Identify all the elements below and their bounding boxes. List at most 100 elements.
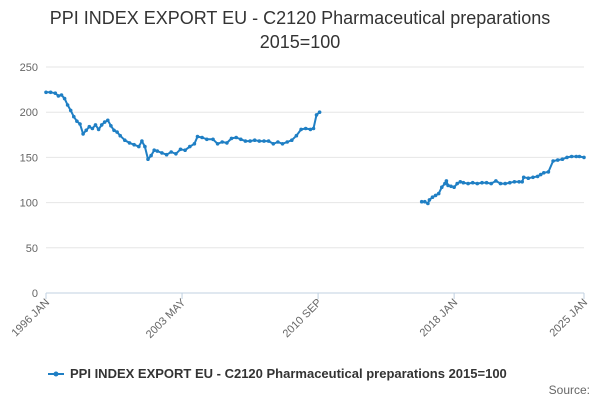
data-point[interactable]: [461, 180, 466, 185]
data-point[interactable]: [574, 154, 579, 159]
data-point[interactable]: [449, 184, 453, 189]
data-point[interactable]: [314, 113, 319, 117]
data-point[interactable]: [183, 148, 187, 152]
data-point[interactable]: [152, 148, 156, 152]
data-point[interactable]: [146, 157, 150, 161]
data-point[interactable]: [252, 138, 257, 142]
data-point[interactable]: [106, 118, 110, 123]
data-point[interactable]: [444, 179, 449, 183]
data-point[interactable]: [285, 140, 290, 144]
data-point[interactable]: [160, 151, 164, 155]
data-point[interactable]: [303, 126, 308, 131]
data-point[interactable]: [109, 124, 113, 128]
data-point[interactable]: [498, 181, 503, 186]
data-point[interactable]: [475, 181, 480, 186]
data-point[interactable]: [87, 124, 92, 129]
data-point[interactable]: [188, 144, 192, 149]
data-point[interactable]: [577, 154, 582, 159]
data-point[interactable]: [78, 122, 82, 126]
data-point[interactable]: [582, 155, 586, 160]
data-point[interactable]: [419, 199, 424, 204]
data-point[interactable]: [205, 137, 209, 142]
data-point[interactable]: [542, 171, 546, 175]
data-point[interactable]: [164, 152, 169, 157]
data-point[interactable]: [470, 180, 475, 185]
data-point[interactable]: [317, 110, 322, 114]
data-point[interactable]: [99, 123, 104, 127]
data-point[interactable]: [446, 183, 450, 188]
data-point[interactable]: [512, 180, 517, 184]
data-point[interactable]: [271, 142, 276, 146]
data-point[interactable]: [115, 130, 119, 134]
data-point[interactable]: [220, 140, 224, 144]
data-point[interactable]: [569, 154, 574, 159]
data-point[interactable]: [81, 132, 85, 136]
data-point[interactable]: [538, 172, 543, 177]
data-point[interactable]: [72, 114, 76, 119]
data-point[interactable]: [427, 198, 432, 202]
data-point[interactable]: [280, 142, 285, 146]
data-point[interactable]: [225, 141, 229, 145]
data-point[interactable]: [480, 180, 484, 185]
data-point[interactable]: [494, 179, 498, 183]
data-point[interactable]: [178, 147, 183, 152]
data-point[interactable]: [44, 90, 48, 95]
data-point[interactable]: [234, 135, 238, 140]
data-point[interactable]: [484, 180, 489, 185]
data-point[interactable]: [565, 155, 569, 160]
data-point[interactable]: [276, 140, 280, 144]
data-point[interactable]: [123, 138, 127, 142]
data-point[interactable]: [53, 91, 58, 95]
data-point[interactable]: [200, 135, 204, 140]
data-point[interactable]: [436, 191, 441, 196]
data-point[interactable]: [62, 96, 67, 101]
data-point[interactable]: [466, 181, 470, 186]
data-point[interactable]: [430, 195, 435, 199]
data-point[interactable]: [526, 176, 531, 180]
data-point[interactable]: [90, 126, 95, 131]
data-point[interactable]: [521, 175, 526, 180]
data-point[interactable]: [195, 134, 200, 139]
data-point[interactable]: [68, 108, 73, 113]
data-point[interactable]: [248, 139, 252, 143]
data-point[interactable]: [440, 185, 444, 189]
data-point[interactable]: [137, 144, 141, 149]
data-point[interactable]: [311, 126, 316, 131]
data-point[interactable]: [455, 181, 460, 186]
data-point[interactable]: [520, 180, 524, 184]
data-point[interactable]: [290, 138, 294, 142]
data-point[interactable]: [489, 181, 494, 186]
data-point[interactable]: [308, 127, 313, 132]
data-point[interactable]: [266, 139, 271, 143]
data-point[interactable]: [508, 180, 512, 185]
data-point[interactable]: [560, 157, 565, 161]
data-point[interactable]: [299, 127, 303, 132]
data-point[interactable]: [155, 149, 160, 153]
legend[interactable]: PPI INDEX EXPORT EU - C2120 Pharmaceutic…: [48, 366, 507, 381]
data-point[interactable]: [65, 103, 70, 107]
data-point[interactable]: [503, 181, 508, 186]
data-point[interactable]: [174, 152, 178, 156]
data-point[interactable]: [56, 94, 61, 98]
data-point[interactable]: [140, 139, 144, 143]
data-point[interactable]: [96, 127, 101, 132]
data-point[interactable]: [127, 141, 132, 145]
data-point[interactable]: [93, 123, 98, 127]
data-point[interactable]: [75, 119, 79, 123]
data-point[interactable]: [458, 180, 463, 184]
data-point[interactable]: [169, 150, 173, 154]
data-point[interactable]: [531, 175, 535, 180]
data-point[interactable]: [239, 137, 243, 142]
data-point[interactable]: [452, 185, 456, 189]
data-point[interactable]: [257, 139, 262, 143]
data-point[interactable]: [143, 144, 147, 149]
data-point[interactable]: [192, 142, 197, 146]
data-point[interactable]: [423, 199, 427, 204]
data-point[interactable]: [102, 120, 107, 124]
data-point[interactable]: [262, 139, 266, 143]
data-point[interactable]: [535, 174, 540, 179]
data-point[interactable]: [517, 180, 521, 184]
data-point[interactable]: [59, 93, 64, 97]
data-point[interactable]: [149, 153, 153, 158]
data-point[interactable]: [48, 90, 53, 95]
